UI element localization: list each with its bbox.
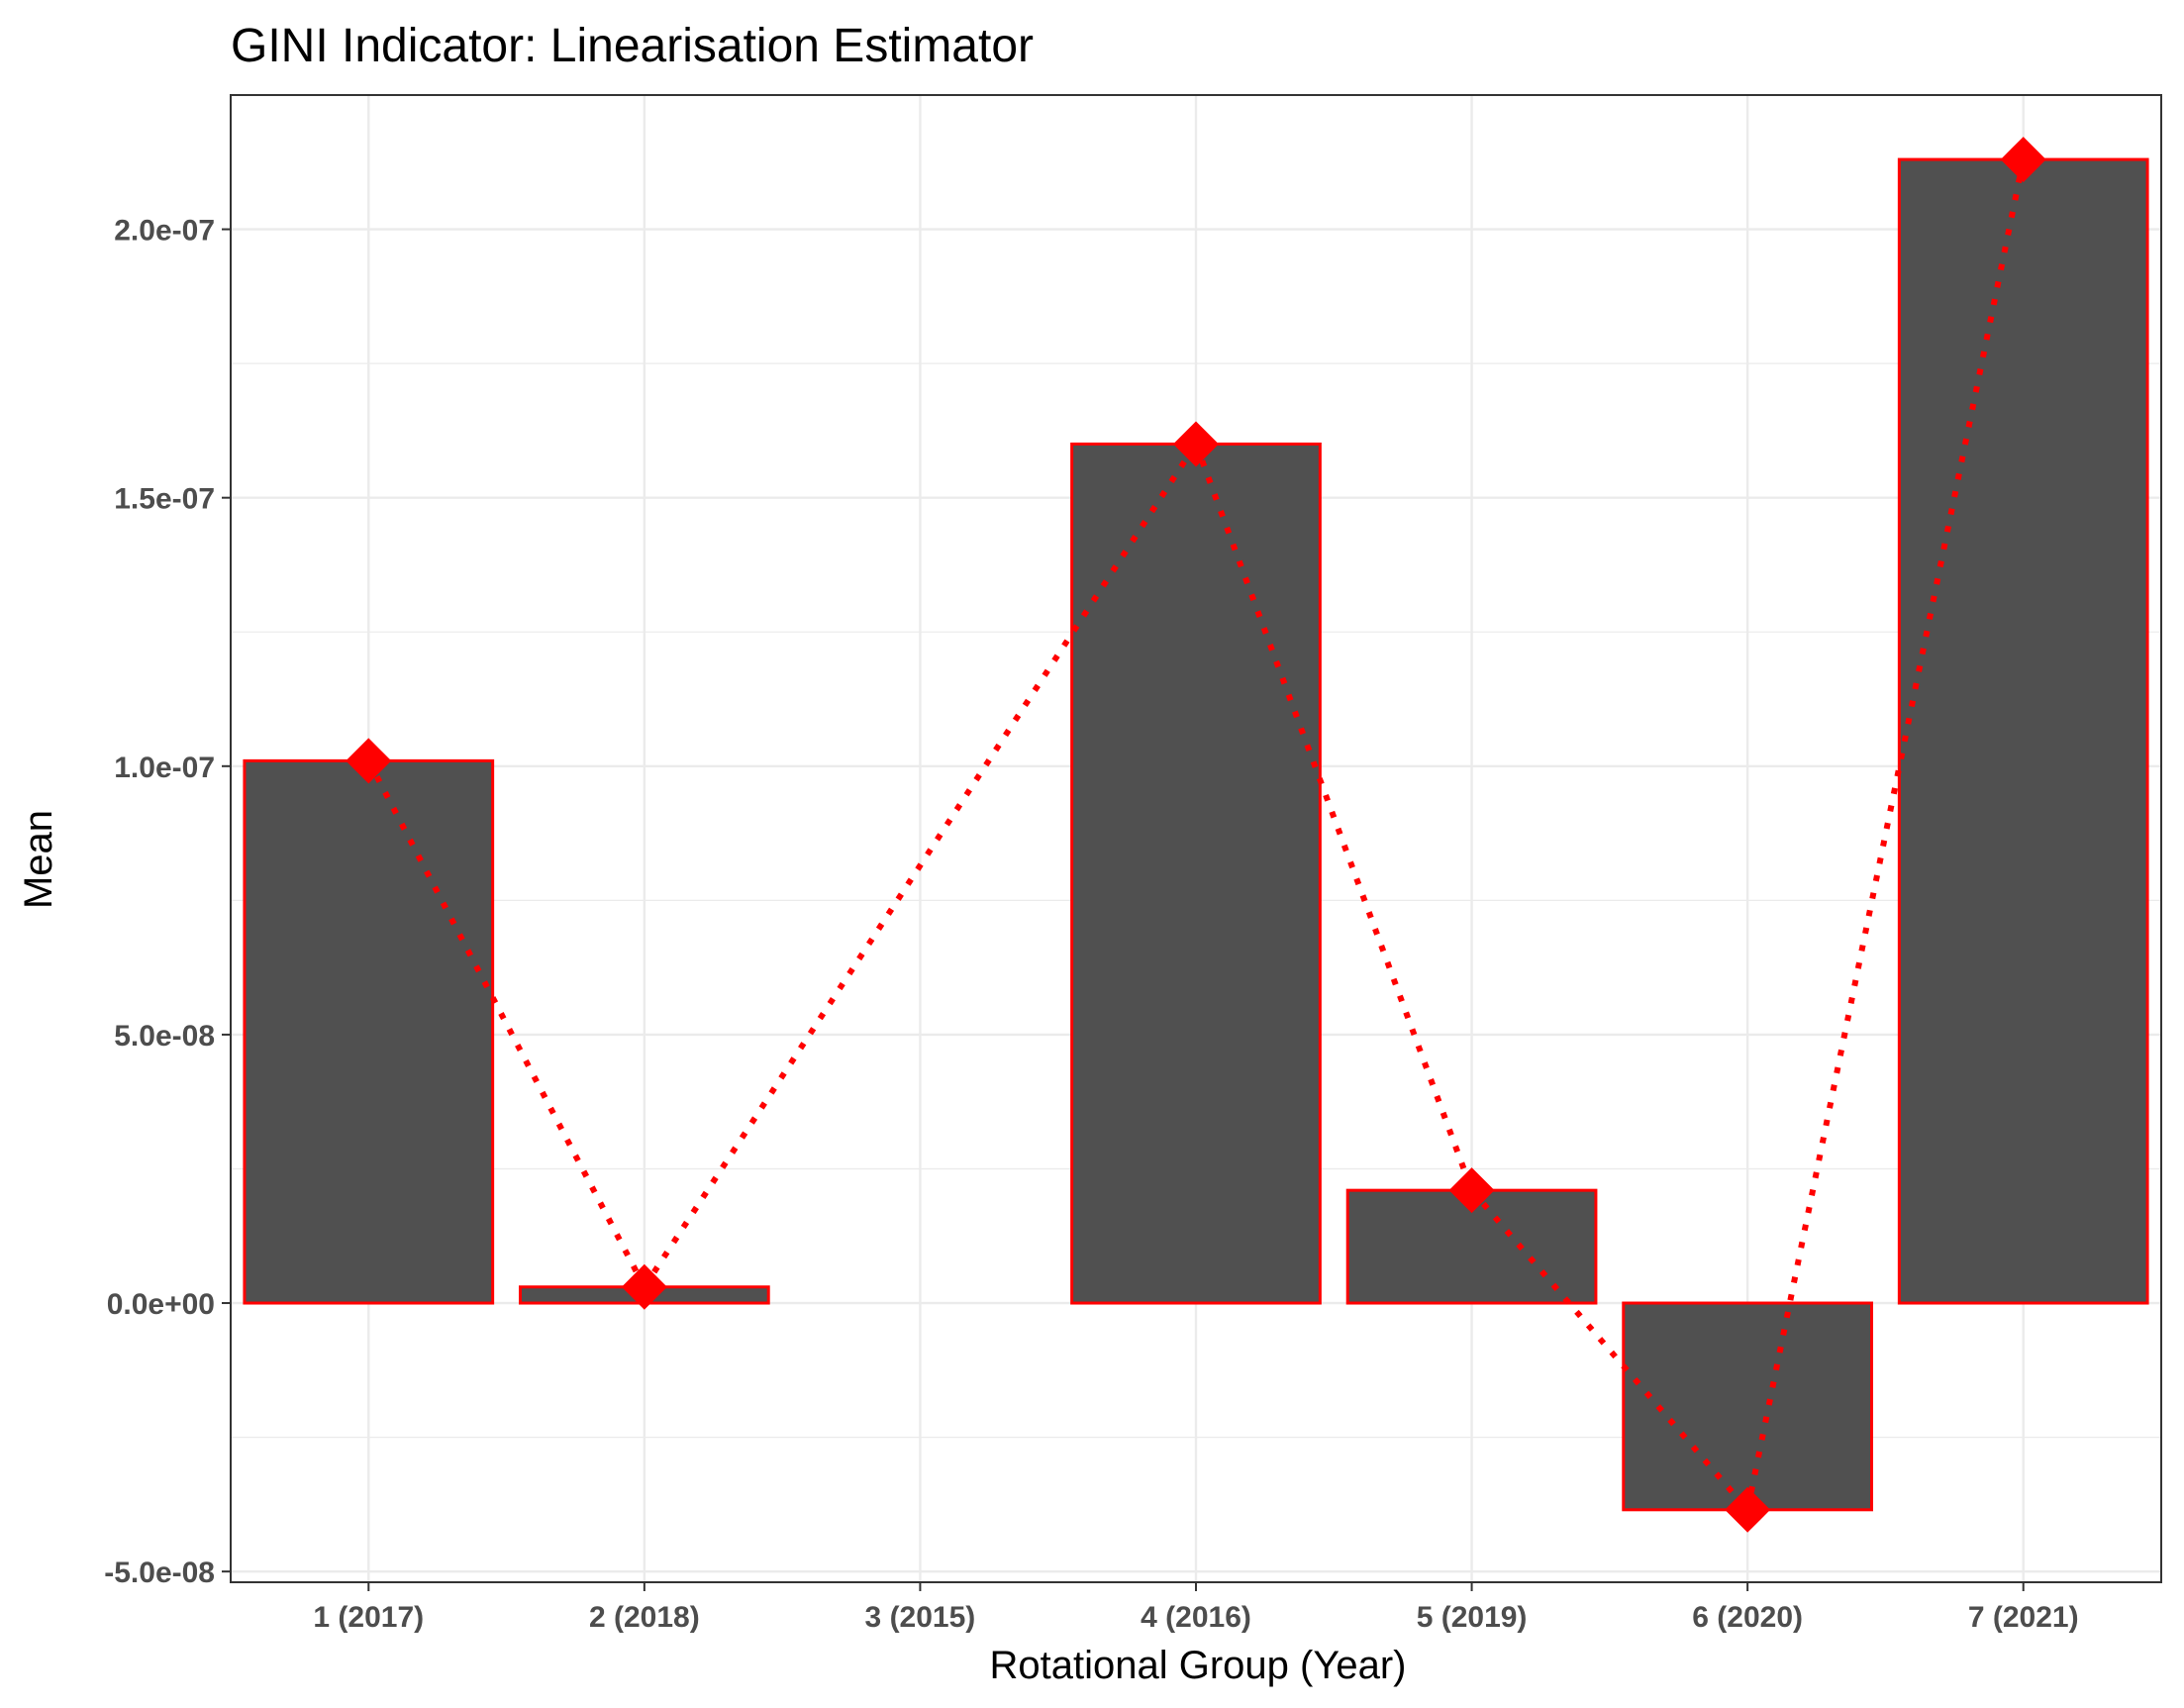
marker-1 bbox=[346, 738, 392, 784]
bar-4 bbox=[1070, 442, 1322, 1305]
marker-2 bbox=[621, 1263, 667, 1310]
x-tick-label: 4 (2016) bbox=[1141, 1601, 1251, 1634]
bar-7 bbox=[1897, 157, 2149, 1305]
y-tick-label: 5.0e-08 bbox=[114, 1020, 215, 1053]
x-tick-label: 3 (2015) bbox=[865, 1601, 976, 1634]
marker-6 bbox=[1725, 1486, 1771, 1533]
bar-1 bbox=[243, 758, 495, 1305]
y-tick-label: 0.0e+00 bbox=[107, 1288, 215, 1321]
y-axis-ticks: -5.0e-08 0.0e+00 5.0e-08 1.0e-07 1.5e-07 2.0e… bbox=[104, 215, 231, 1589]
trend-segment bbox=[642, 442, 1199, 1289]
bar-6 bbox=[1622, 1301, 1874, 1512]
y-tick-label: 1.5e-07 bbox=[114, 483, 215, 516]
chart-title: GINI Indicator: Linearisation Estimator bbox=[231, 20, 1034, 72]
marker-4 bbox=[1173, 421, 1219, 467]
x-tick-label: 5 (2019) bbox=[1417, 1601, 1528, 1634]
trend-segment bbox=[1193, 443, 1475, 1192]
bars bbox=[243, 157, 2149, 1512]
x-tick-label: 2 (2018) bbox=[589, 1601, 700, 1634]
x-tick-label: 7 (2021) bbox=[1968, 1601, 2079, 1634]
markers bbox=[346, 137, 2046, 1533]
x-axis-ticks: 1 (2017) 2 (2018) 3 (2015) 4 (2016) 5 (2019)… bbox=[313, 1582, 2079, 1634]
y-tick-label: 1.0e-07 bbox=[114, 752, 215, 784]
y-axis-title: Mean bbox=[17, 810, 60, 909]
trend-line bbox=[365, 158, 2027, 1512]
y-tick-label: -5.0e-08 bbox=[104, 1557, 215, 1589]
x-tick-label: 6 (2020) bbox=[1692, 1601, 1803, 1634]
marker-7 bbox=[2000, 137, 2046, 183]
marker-5 bbox=[1448, 1167, 1495, 1214]
x-axis-title: Rotational Group (Year) bbox=[990, 1644, 1407, 1687]
y-tick-label: 2.0e-07 bbox=[114, 215, 215, 248]
x-tick-label: 1 (2017) bbox=[313, 1601, 424, 1634]
